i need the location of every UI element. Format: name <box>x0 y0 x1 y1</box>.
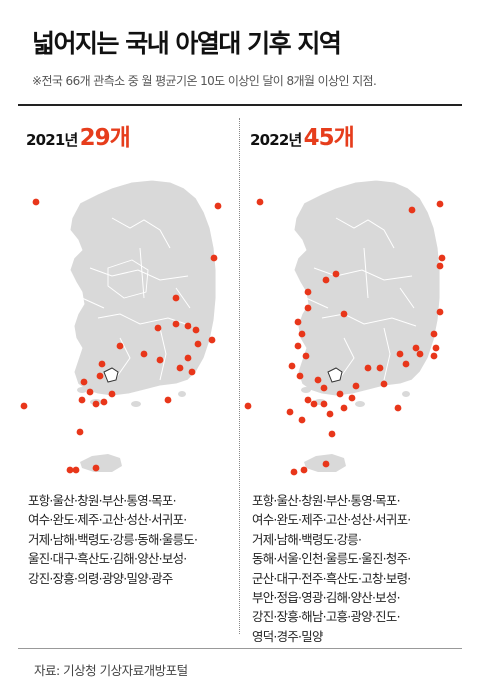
korea-landmass <box>293 179 441 472</box>
year-label-2022: 2022년 <box>250 131 302 149</box>
station-dot <box>154 324 162 332</box>
station-dot <box>208 336 216 344</box>
station-dot <box>96 372 104 380</box>
station-dot <box>286 408 294 416</box>
station-dot <box>322 276 330 284</box>
gwangju-city <box>103 367 119 383</box>
year-heading-2022: 2022년45개 <box>250 118 355 152</box>
station-dot <box>302 352 310 360</box>
station-dot <box>298 416 306 424</box>
station-dot <box>314 376 322 384</box>
station-dot <box>304 304 312 312</box>
station-dot <box>300 466 308 474</box>
station-dot <box>380 380 388 388</box>
station-dot <box>100 398 108 406</box>
source-note: 자료: 기상청 기상자료개방포털 <box>34 663 188 678</box>
station-dot <box>108 390 116 398</box>
station-dot <box>364 364 372 372</box>
station-dot <box>86 388 94 396</box>
region-list-2022: 포항·울산·창원·부산·통영·목포· 여수·완도·제주·고산·성산·서귀포· 거… <box>252 493 411 644</box>
station-dot <box>320 400 328 408</box>
station-dots-2022 <box>244 198 446 476</box>
korea-landmass <box>69 179 217 472</box>
station-dot <box>348 394 356 402</box>
station-dot <box>214 202 222 210</box>
station-dot <box>176 364 184 372</box>
station-dot <box>32 198 40 206</box>
station-dot <box>438 254 446 262</box>
station-dot <box>408 206 416 214</box>
station-dot <box>78 396 86 404</box>
station-dot <box>376 364 384 372</box>
station-dot <box>304 396 312 404</box>
station-dot <box>396 350 404 358</box>
station-dot <box>116 342 124 350</box>
station-dot <box>340 404 348 412</box>
station-dot <box>430 330 438 338</box>
station-dot <box>256 198 264 206</box>
station-dot <box>332 270 340 278</box>
station-dot <box>194 340 202 348</box>
page-subtitle: ※전국 66개 관측소 중 월 평균기온 10도 이상인 달이 8개월 이상인 … <box>32 74 377 88</box>
station-dot <box>436 308 444 316</box>
station-dot <box>244 402 252 410</box>
year-label-2021: 2021년 <box>26 131 78 149</box>
jeju-island <box>80 454 122 472</box>
korea-map-2021 <box>20 179 222 474</box>
korea-map-2022 <box>244 179 446 476</box>
station-dot <box>394 404 402 412</box>
station-dot <box>76 428 84 436</box>
station-dot <box>188 368 196 376</box>
station-dot <box>310 400 318 408</box>
bottom-rule <box>18 648 462 649</box>
station-dot <box>92 400 100 408</box>
station-dot <box>322 460 330 468</box>
page-title: 넓어지는 국내 아열대 기후 지역 <box>32 29 342 58</box>
station-dots-2021 <box>20 198 222 474</box>
station-dot <box>304 288 312 296</box>
top-rule <box>18 104 462 106</box>
station-dot <box>210 254 218 262</box>
station-dot <box>184 354 192 362</box>
station-dot <box>172 294 180 302</box>
station-dot <box>192 326 200 334</box>
station-dot <box>296 372 304 380</box>
station-dot <box>436 200 444 208</box>
station-dot <box>98 360 106 368</box>
station-dot <box>92 464 100 472</box>
station-dot <box>184 322 192 330</box>
station-count-2022: 45개 <box>303 125 355 151</box>
gwangju-city <box>327 367 343 383</box>
station-count-2021: 29개 <box>79 125 131 151</box>
station-dot <box>352 382 360 390</box>
station-dot <box>430 352 438 360</box>
station-dot <box>416 350 424 358</box>
station-dot <box>320 384 328 392</box>
station-dot <box>336 390 344 398</box>
station-dot <box>156 356 164 364</box>
station-dot <box>432 344 440 352</box>
panel-divider <box>239 118 240 634</box>
station-dot <box>66 466 74 474</box>
station-dot <box>72 466 80 474</box>
station-dot <box>294 318 302 326</box>
station-dot <box>80 378 88 386</box>
region-list-2021: 포항·울산·창원·부산·통영·목포· 여수·완도·제주·고산·성산·서귀포· 거… <box>28 493 198 586</box>
station-dot <box>288 362 296 370</box>
station-dot <box>326 410 334 418</box>
station-dot <box>290 468 298 476</box>
station-dot <box>20 402 28 410</box>
station-dot <box>340 310 348 318</box>
station-dot <box>140 350 148 358</box>
year-heading-2021: 2021년29개 <box>26 118 131 152</box>
station-dot <box>294 342 302 350</box>
station-dot <box>412 344 420 352</box>
station-dot <box>436 262 444 270</box>
station-dot <box>172 320 180 328</box>
station-dot <box>298 330 306 338</box>
station-dot <box>328 430 336 438</box>
station-dot <box>164 396 172 404</box>
station-dot <box>402 360 410 368</box>
